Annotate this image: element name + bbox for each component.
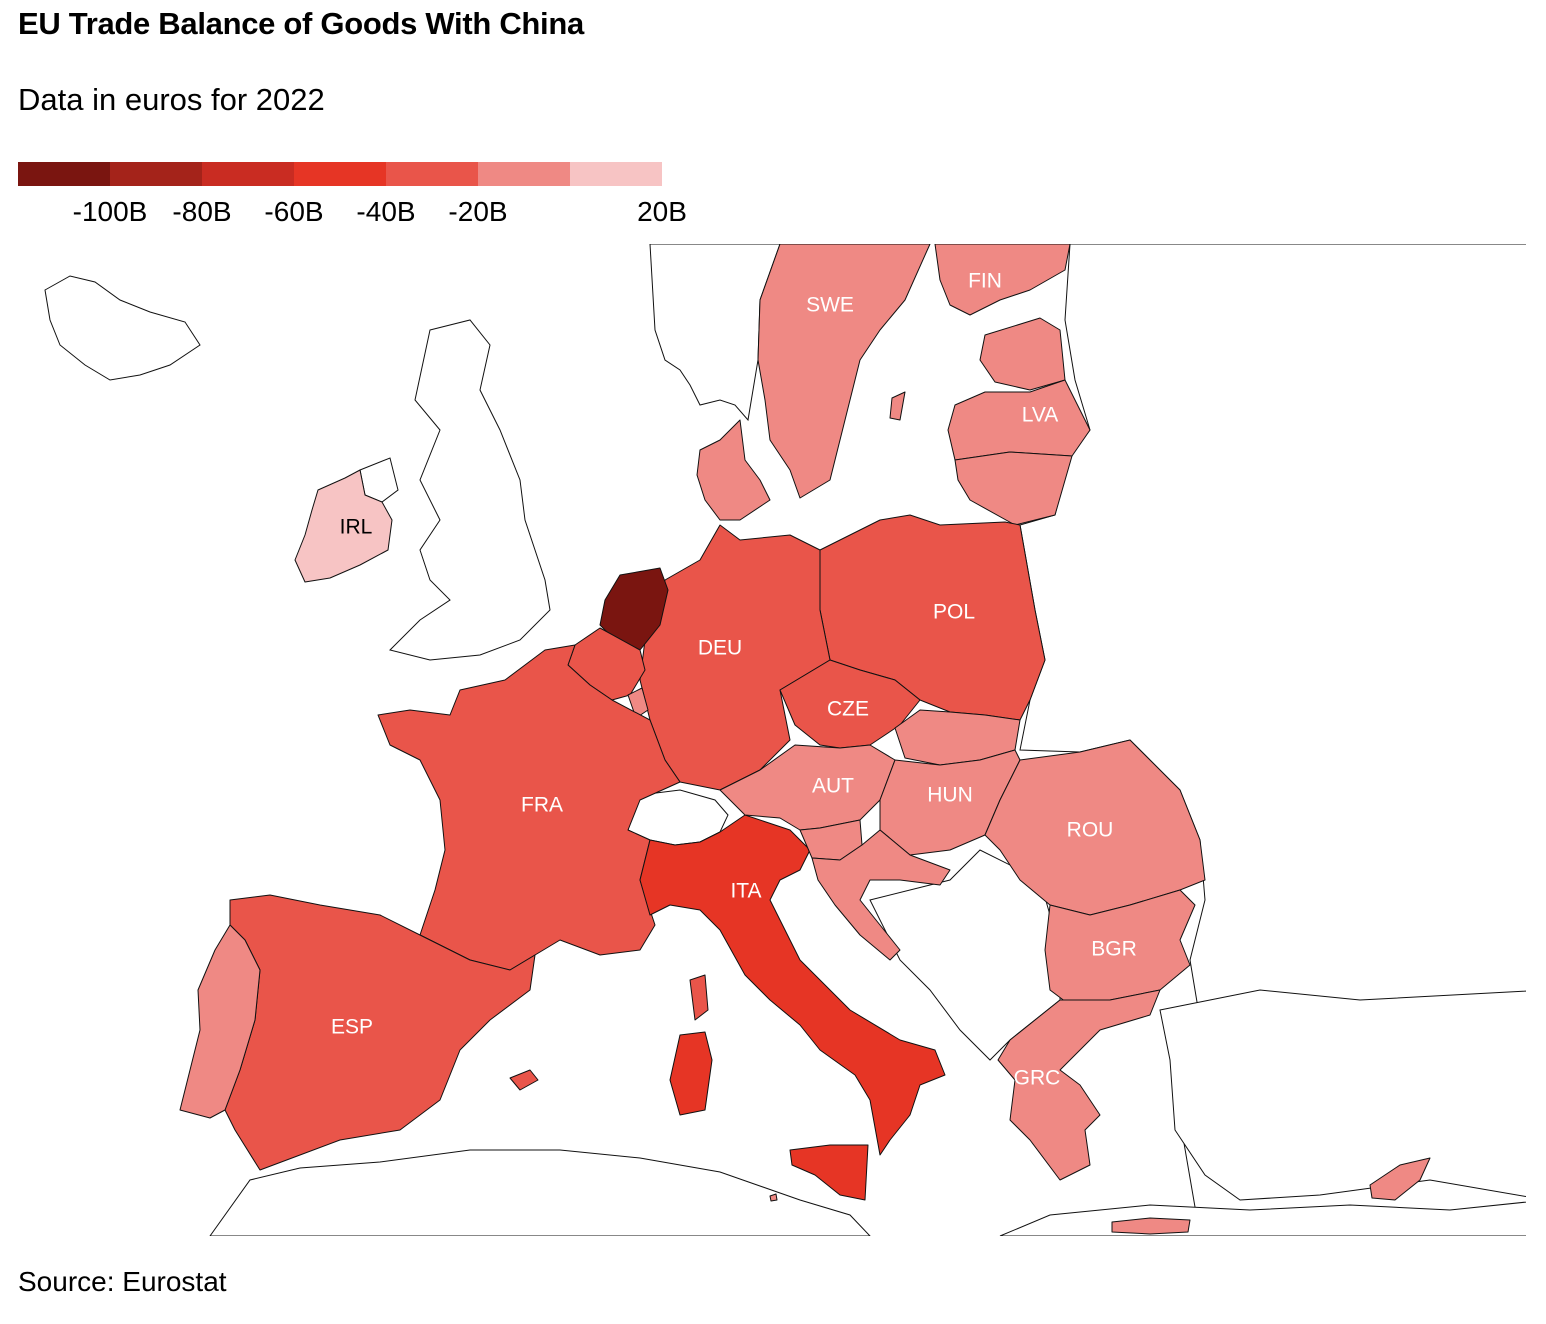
country-bgr[interactable] [1044, 889, 1196, 1006]
country-ita-sicily[interactable] [789, 1144, 869, 1201]
label-hun: HUN [927, 784, 973, 807]
label-deu: DEU [698, 637, 742, 660]
legend-tick-label: 20B [637, 196, 687, 227]
europe-map: SWE FIN LVA IRL POL DEU CZE AUT HUN FRA … [44, 244, 1526, 1236]
country-mlt[interactable] [769, 1193, 778, 1202]
legend-swatch [294, 162, 386, 186]
country-lux[interactable] [627, 687, 649, 719]
country-est[interactable] [979, 317, 1066, 391]
label-irl: IRL [340, 516, 373, 539]
label-cze: CZE [827, 698, 869, 721]
legend-swatch [386, 162, 478, 186]
country-grc-crete[interactable] [1111, 1217, 1191, 1235]
label-bgr: BGR [1091, 938, 1137, 961]
great-britain-shape [389, 319, 551, 661]
country-ita[interactable] [639, 814, 946, 1156]
source-note: Source: Eurostat [18, 1266, 227, 1297]
country-grc[interactable] [997, 989, 1161, 1181]
map-title: EU Trade Balance of Goods With China [18, 6, 584, 41]
legend-tick-label: -80B [172, 196, 232, 227]
gotland-island [889, 391, 906, 421]
country-fra[interactable] [377, 644, 681, 971]
balearic-island [509, 1069, 539, 1091]
country-cyp[interactable] [1369, 1157, 1431, 1201]
color-legend [18, 162, 662, 186]
country-ltu[interactable] [954, 451, 1073, 526]
country-prt[interactable] [179, 924, 261, 1119]
legend-swatch [478, 162, 570, 186]
legend-ticks: -100B -80B -60B -40B -20B 20B [0, 196, 720, 236]
legend-tick-label: -60B [264, 196, 324, 227]
label-fin: FIN [968, 270, 1002, 293]
legend-tick-label: -20B [448, 196, 508, 227]
label-lva: LVA [1022, 404, 1059, 427]
country-dnk[interactable] [696, 419, 771, 521]
country-swe[interactable] [757, 244, 931, 499]
legend-swatch [110, 162, 202, 186]
corsica-island [689, 974, 709, 1021]
label-pol: POL [933, 601, 975, 624]
turkey-shape [1159, 989, 1526, 1201]
label-swe: SWE [806, 294, 854, 317]
country-ita-sardinia[interactable] [669, 1031, 713, 1116]
label-esp: ESP [331, 1016, 373, 1039]
legend-tick-label: -100B [72, 196, 148, 227]
label-grc: GRC [1014, 1067, 1061, 1090]
country-lva[interactable] [947, 379, 1091, 461]
country-svk[interactable] [894, 709, 1021, 766]
legend-swatch [18, 162, 110, 186]
iceland-shape [44, 275, 201, 381]
label-ita: ITA [730, 880, 761, 903]
map-subtitle: Data in euros for 2022 [18, 82, 325, 117]
country-irl[interactable] [294, 469, 393, 583]
label-fra: FRA [521, 794, 563, 817]
legend-tick-label: -40B [356, 196, 416, 227]
north-africa-shape [209, 1149, 871, 1236]
country-fin[interactable] [934, 244, 1071, 316]
legend-swatch [570, 162, 662, 186]
country-hrv[interactable] [811, 829, 951, 961]
label-rou: ROU [1067, 819, 1114, 842]
label-aut: AUT [812, 775, 854, 798]
legend-swatch [202, 162, 294, 186]
country-deu[interactable] [639, 524, 831, 791]
